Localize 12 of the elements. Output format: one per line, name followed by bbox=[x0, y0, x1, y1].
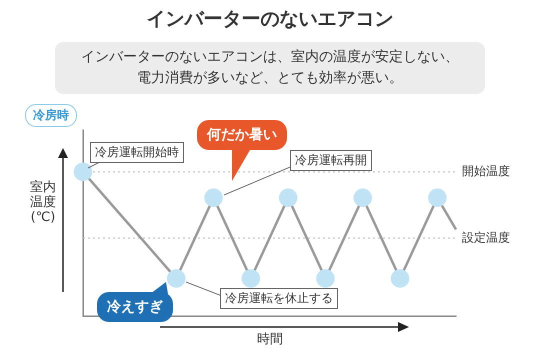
text: 冷房運転開始時 bbox=[90, 142, 184, 163]
x-axis-title: 時間 bbox=[256, 331, 284, 348]
y-axis-title: 室内温度(℃) bbox=[30, 180, 56, 225]
chart-title: インバーターのないエアコン bbox=[146, 7, 394, 32]
annotation: 冷房運転を休止する bbox=[220, 288, 338, 309]
ref-line-label: 開始温度 bbox=[462, 164, 510, 178]
text: 何だか暑い bbox=[197, 120, 287, 150]
text: 冷房運転再開 bbox=[290, 150, 372, 171]
text: 冷房時 bbox=[25, 104, 77, 127]
chart-subtitle: インバーターのないエアコンは、室内の温度が安定しない、電力消費が多いなど、とても効率が悪い。 bbox=[80, 48, 460, 88]
ref-line-label: 設定温度 bbox=[462, 230, 510, 244]
annotation: 冷えすぎ bbox=[97, 292, 173, 322]
